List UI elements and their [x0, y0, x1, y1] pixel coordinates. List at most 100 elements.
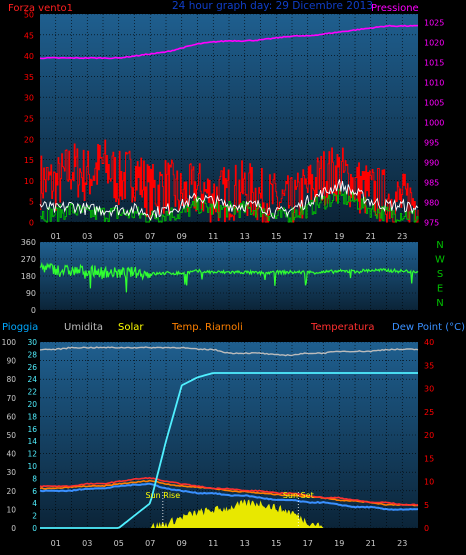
x-tick-label: 01	[51, 232, 61, 241]
x-tick-label: 17	[303, 232, 313, 241]
direction-letter: E	[437, 284, 443, 295]
rain-tick-label: 16	[27, 425, 37, 434]
rain-tick-label: 2	[32, 512, 37, 521]
temperature-tick-label: 25	[424, 408, 434, 417]
sun-set-label: Sun Set	[283, 491, 314, 500]
humidity-tick-label: 60	[6, 412, 16, 421]
direction-tick-label: 360	[21, 238, 36, 247]
rain-tick-label: 30	[27, 338, 37, 347]
humidity-tick-label: 0	[11, 524, 16, 533]
legend-umidita: Umidita	[64, 322, 103, 333]
panel-temp-rain-series: Sun Rise Sun Set	[39, 346, 419, 529]
x-tick-label: 21	[366, 539, 376, 548]
series-humidity	[39, 346, 419, 357]
wind-tick-label: 15	[24, 156, 34, 165]
direction-tick-label: 90	[26, 289, 36, 298]
direction-letter: W	[435, 255, 445, 266]
humidity-tick-label: 40	[6, 450, 16, 459]
x-tick-label: 03	[82, 539, 92, 548]
legend-temp-riarnoli: Temp. Riarnoli	[171, 322, 243, 333]
rain-tick-label: 14	[27, 437, 37, 446]
x-tick-label: 07	[145, 232, 155, 241]
rain-tick-label: 6	[32, 487, 37, 496]
wind-tick-label: 45	[24, 31, 34, 40]
x-tick-label: 15	[271, 539, 281, 548]
humidity-tick-label: 100	[2, 338, 17, 347]
panel-wind-label: Forza vento1	[8, 3, 73, 14]
temperature-tick-label: 0	[424, 524, 429, 533]
x-tick-label: 09	[177, 232, 187, 241]
panel-wind-direction-series	[39, 261, 419, 293]
series-dew-point	[39, 482, 419, 511]
series-pressure	[39, 24, 419, 60]
temperature-tick-label: 10	[424, 478, 434, 487]
legend-pioggia: Pioggia	[2, 322, 38, 333]
wind-tick-label: 5	[29, 198, 34, 207]
x-tick-label: 23	[397, 232, 407, 241]
x-tick-label: 13	[240, 232, 250, 241]
wind-tick-label: 0	[29, 219, 34, 228]
x-tick-label: 01	[51, 539, 61, 548]
legend-dew-point: Dew Point (°C)	[392, 322, 465, 333]
panel-wind-pressure-series	[39, 24, 419, 223]
rain-tick-label: 10	[27, 462, 37, 471]
x-tick-label: 11	[208, 232, 218, 241]
wind-tick-label: 40	[24, 52, 34, 61]
temperature-tick-label: 5	[424, 501, 429, 510]
rain-tick-label: 26	[27, 363, 37, 372]
legend-temperatura: Temperatura	[310, 322, 375, 333]
direction-letter: S	[437, 269, 443, 280]
panel3-x-ticks: 01 03 05 07 09 11 13 15 17 19 21 23	[51, 539, 408, 548]
wind-tick-label: 20	[24, 135, 34, 144]
humidity-tick-label: 20	[6, 487, 16, 496]
pressure-tick-label: 990	[424, 159, 439, 168]
pressure-tick-label: 980	[424, 199, 439, 208]
rain-tick-label: 0	[32, 524, 37, 533]
x-tick-label: 05	[114, 539, 124, 548]
x-tick-label: 21	[366, 232, 376, 241]
wind-tick-label: 25	[24, 115, 34, 124]
x-tick-label: 19	[334, 232, 344, 241]
humidity-tick-label: 10	[6, 505, 16, 514]
temperature-tick-label: 15	[424, 454, 434, 463]
wind-tick-label: 10	[24, 177, 34, 186]
wind-tick-label: 35	[24, 73, 34, 82]
pressure-tick-label: 975	[424, 219, 439, 228]
direction-tick-label: 270	[21, 255, 36, 264]
humidity-tick-label: 90	[6, 357, 16, 366]
x-tick-label: 13	[240, 539, 250, 548]
pressure-tick-label: 1000	[424, 119, 444, 128]
wind-tick-label: 30	[24, 94, 34, 103]
pressure-tick-label: 1010	[424, 79, 444, 88]
x-tick-label: 23	[397, 539, 407, 548]
x-tick-label: 07	[145, 539, 155, 548]
panel3-legend: Pioggia Umidita Solar Temp. Riarnoli Tem…	[2, 322, 465, 333]
pressure-tick-label: 1015	[424, 59, 444, 68]
humidity-tick-label: 80	[6, 375, 16, 384]
wind-tick-label: 50	[24, 11, 34, 20]
x-tick-label: 05	[114, 232, 124, 241]
rain-tick-label: 18	[27, 412, 37, 421]
humidity-tick-label: 30	[6, 468, 16, 477]
direction-letter: N	[436, 298, 443, 309]
rain-tick-label: 24	[27, 375, 37, 384]
rain-tick-label: 20	[27, 400, 37, 409]
rain-tick-label: 12	[27, 450, 37, 459]
panel1-x-ticks: 01 03 05 07 09 11 13 15 17 19 21 23	[51, 232, 408, 241]
series-wind-direction	[39, 261, 419, 293]
temperature-tick-label: 20	[424, 431, 434, 440]
temperature-axis-ticks: 40 35 30 25 20 15 10 5 0	[424, 338, 434, 533]
series-wind-avg	[39, 179, 419, 221]
temperature-tick-label: 35	[424, 361, 434, 370]
pressure-tick-label: 1025	[424, 19, 444, 28]
humidity-tick-label: 70	[6, 394, 16, 403]
pressure-axis-ticks: 1025 1020 1015 1010 1005 1000 995 990 985 980 975	[424, 19, 444, 228]
panel-pressure-label: Pressione	[371, 3, 419, 14]
rain-tick-label: 4	[32, 499, 37, 508]
x-tick-label: 09	[177, 539, 187, 548]
humidity-tick-label: 50	[6, 431, 16, 440]
temperature-tick-label: 30	[424, 385, 434, 394]
